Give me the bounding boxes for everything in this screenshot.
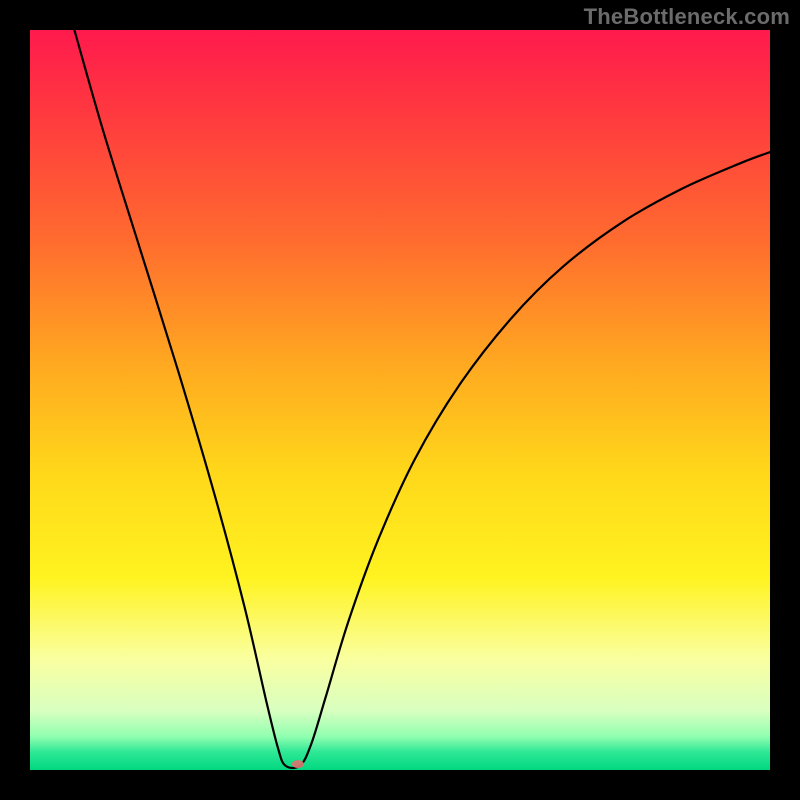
bottleneck-chart <box>0 0 800 800</box>
minimum-marker <box>292 760 304 768</box>
plot-background <box>30 30 770 770</box>
chart-frame: { "watermark": { "text": "TheBottleneck.… <box>0 0 800 800</box>
watermark-text: TheBottleneck.com <box>584 4 790 30</box>
